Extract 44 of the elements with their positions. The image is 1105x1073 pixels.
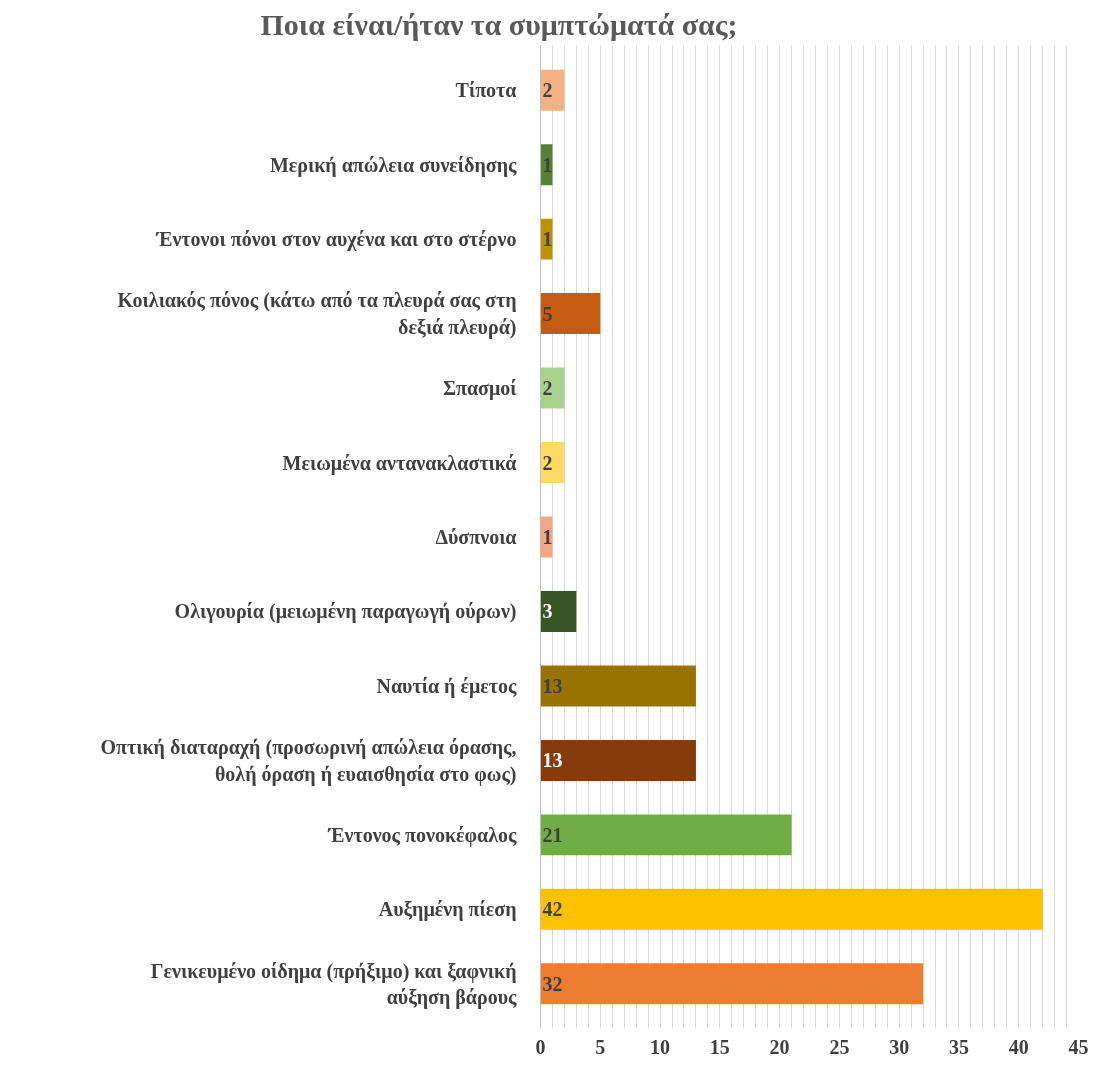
data-label: 42 <box>542 898 563 921</box>
x-tick-label: 0 <box>535 1035 546 1058</box>
data-label: 2 <box>542 79 553 102</box>
y-tick-label: Κοιλιακός πόνος (κάτω από τα πλευρά σας στη δεξιά πλευρά) <box>117 289 517 339</box>
x-tick-label: 30 <box>889 1035 910 1058</box>
data-label: 32 <box>542 972 563 995</box>
y-tick-label: Ολιγουρία (μειωμένη παραγωγή ούρων) <box>174 600 517 624</box>
y-tick-label: Έντονος πονοκέφαλος <box>327 823 518 847</box>
x-tick-label: 40 <box>1008 1035 1029 1058</box>
data-label: 1 <box>542 526 553 548</box>
data-label: 21 <box>542 823 563 846</box>
data-label: 2 <box>542 377 553 400</box>
x-tick-label: 45 <box>1068 1035 1089 1058</box>
bar <box>540 739 696 781</box>
x-tick-label: 25 <box>829 1035 850 1058</box>
x-tick-label: 35 <box>948 1035 969 1058</box>
y-tick-label: Τίποτα <box>455 79 517 102</box>
y-tick-label: Έντονοι πόνοι στον αυχένα και στο στέρνο <box>155 228 517 252</box>
data-label: 13 <box>542 749 563 772</box>
y-tick-label: Σπασμοί <box>442 377 517 401</box>
x-tick-label: 15 <box>709 1035 730 1058</box>
y-tick-label: Αυξημένη πίεση <box>378 898 517 922</box>
bar <box>540 293 601 335</box>
data-label: 13 <box>542 674 563 697</box>
bar <box>540 888 1043 930</box>
bar <box>540 963 924 1005</box>
y-tick-label: Γενικευμένο οίδημα (πρήξιμο) και ξαφνική αύξηση βάρους <box>150 959 518 1010</box>
data-label: 2 <box>542 451 553 474</box>
bar <box>540 665 696 707</box>
bar <box>540 590 577 632</box>
y-tick-label: Ναυτία ή έμετος <box>376 674 518 698</box>
data-label: 1 <box>542 153 553 176</box>
y-tick-label: Μερική απώλεια συνείδησης <box>269 153 518 177</box>
data-label: 1 <box>542 228 553 251</box>
bar <box>540 814 792 856</box>
data-label: 5 <box>542 302 553 325</box>
y-tick-label: Οπτική διαταραχή (προσωρινή απώλεια όρασης, θολή όραση ή ευαισθησία στο φως) <box>100 736 517 786</box>
chart-title: Ποια είναι/ήταν τα συμπτώματά σας; <box>260 7 738 41</box>
x-tick-label: 5 <box>595 1035 606 1058</box>
x-tick-label: 10 <box>650 1035 671 1058</box>
data-label: 3 <box>542 600 553 623</box>
x-tick-label: 20 <box>769 1035 790 1058</box>
y-tick-label: Δύσπνοια <box>435 526 517 548</box>
y-tick-label: Μειωμένα αντανακλαστικά <box>282 451 517 475</box>
